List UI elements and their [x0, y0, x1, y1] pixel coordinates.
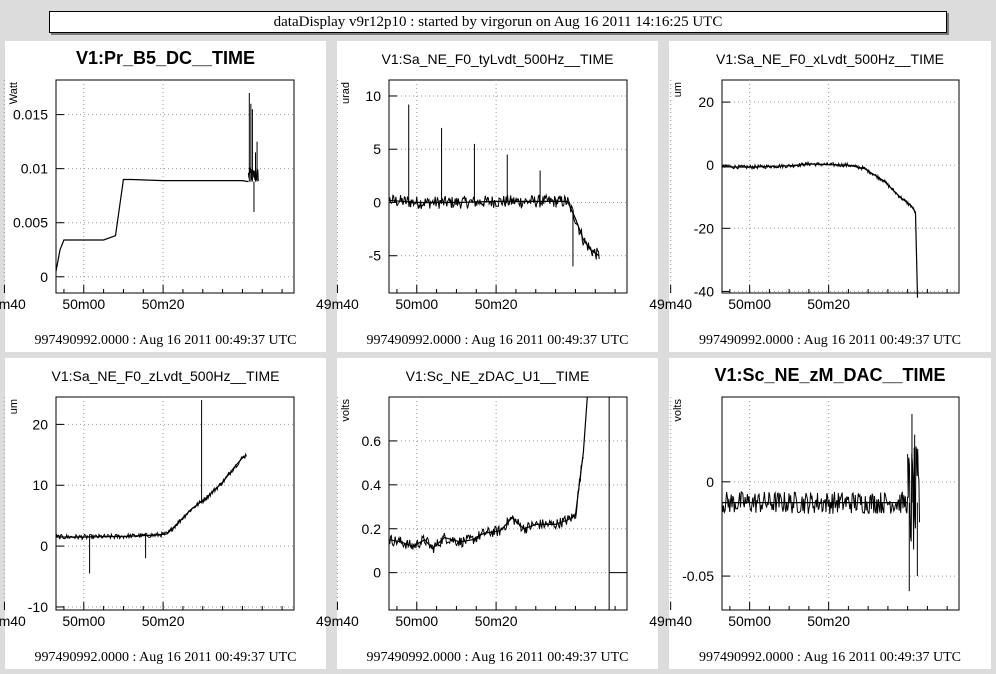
x-tick-label: 50m20	[142, 296, 185, 312]
x-tick-label: 50m00	[728, 613, 771, 629]
x-tick-label: 50m20	[475, 613, 518, 629]
plot-frame	[721, 396, 960, 611]
noise-band	[721, 160, 916, 214]
y-tick-label: 5	[373, 141, 381, 157]
y-tick-label: 10	[32, 477, 48, 493]
y-tick-label: 0.01	[21, 161, 48, 177]
noise-band	[388, 193, 600, 260]
plot-frame	[388, 79, 628, 294]
x-tick-label: 49m40	[649, 296, 692, 312]
y-tick-label: -10	[28, 599, 48, 615]
y-tick-label: 0	[40, 269, 48, 285]
y-tick-label: 0	[706, 157, 714, 173]
noise-band	[721, 490, 909, 515]
y-axis-label: um	[672, 82, 684, 97]
x-tick-label: 50m00	[728, 296, 771, 312]
y-tick-label: 0.2	[362, 521, 382, 537]
x-tick-label: 50m00	[62, 296, 105, 312]
y-tick-label: 0.005	[13, 215, 48, 231]
y-tick-label: 20	[32, 416, 48, 432]
y-tick-label: 0.015	[13, 107, 48, 123]
chart-title: V1:Sa_NE_F0_xLvdt_500Hz__TIME	[716, 51, 944, 67]
x-tick-label: 50m00	[62, 613, 105, 629]
x-tick-label: 49m40	[316, 613, 359, 629]
x-tick-label: 50m20	[807, 296, 850, 312]
y-tick-label: 0	[373, 194, 381, 210]
y-tick-label: -5	[369, 248, 382, 264]
y-axis-label: urad	[340, 82, 352, 104]
x-tick-label: 49m40	[0, 613, 26, 629]
y-tick-label: 0	[706, 474, 714, 490]
y-tick-label: 0	[373, 565, 381, 581]
y-tick-label: -20	[694, 220, 714, 236]
chart-title: V1:Sc_NE_zM_DAC__TIME	[714, 365, 945, 385]
chart-footer: 997490992.0000 : Aug 16 2011 00:49:37 UT…	[699, 333, 961, 348]
x-tick-label: 49m40	[649, 613, 692, 629]
x-tick-label: 50m20	[142, 613, 185, 629]
y-tick-label: 0.6	[362, 433, 382, 449]
plot-frame	[721, 79, 960, 294]
x-tick-label: 50m20	[807, 613, 850, 629]
plot-frame	[55, 396, 295, 611]
chart-title: V1:Sc_NE_zDAC_U1__TIME	[406, 368, 590, 384]
chart-title: V1:Sa_NE_F0_tyLvdt_500Hz__TIME	[382, 51, 614, 67]
chart-footer: 997490992.0000 : Aug 16 2011 00:49:37 UT…	[367, 333, 629, 348]
y-tick-label: 20	[698, 94, 714, 110]
y-tick-label: 0	[40, 538, 48, 554]
noise-band	[388, 457, 584, 553]
noise-band	[907, 446, 920, 550]
noise-band	[55, 452, 247, 541]
y-tick-label: -0.05	[682, 568, 714, 584]
y-axis-label: Watt	[8, 82, 20, 104]
plot-frame	[55, 79, 295, 294]
plot-frame	[388, 396, 628, 611]
chart-title: V1:Pr_B5_DC__TIME	[76, 48, 255, 68]
y-axis-label: um	[8, 399, 20, 414]
x-tick-label: 50m00	[395, 613, 438, 629]
chart-footer: 997490992.0000 : Aug 16 2011 00:49:37 UT…	[35, 333, 297, 348]
x-tick-label: 50m20	[475, 296, 518, 312]
x-tick-label: 49m40	[316, 296, 359, 312]
x-tick-label: 50m00	[395, 296, 438, 312]
series-line	[55, 178, 249, 272]
chart-title: V1:Sa_NE_F0_zLvdt_500Hz__TIME	[51, 368, 279, 384]
y-axis-label: volts	[340, 399, 352, 422]
chart-footer: 997490992.0000 : Aug 16 2011 00:49:37 UT…	[699, 650, 961, 665]
window-title: dataDisplay v9r12p10 : started by virgor…	[49, 11, 947, 33]
y-tick-label: 0.4	[362, 477, 382, 493]
y-tick-label: 10	[365, 88, 381, 104]
chart-footer: 997490992.0000 : Aug 16 2011 00:49:37 UT…	[35, 650, 297, 665]
x-tick-label: 49m40	[0, 296, 26, 312]
y-tick-label: -40	[694, 283, 714, 299]
y-axis-label: volts	[672, 399, 684, 422]
chart-footer: 997490992.0000 : Aug 16 2011 00:49:37 UT…	[367, 650, 629, 665]
